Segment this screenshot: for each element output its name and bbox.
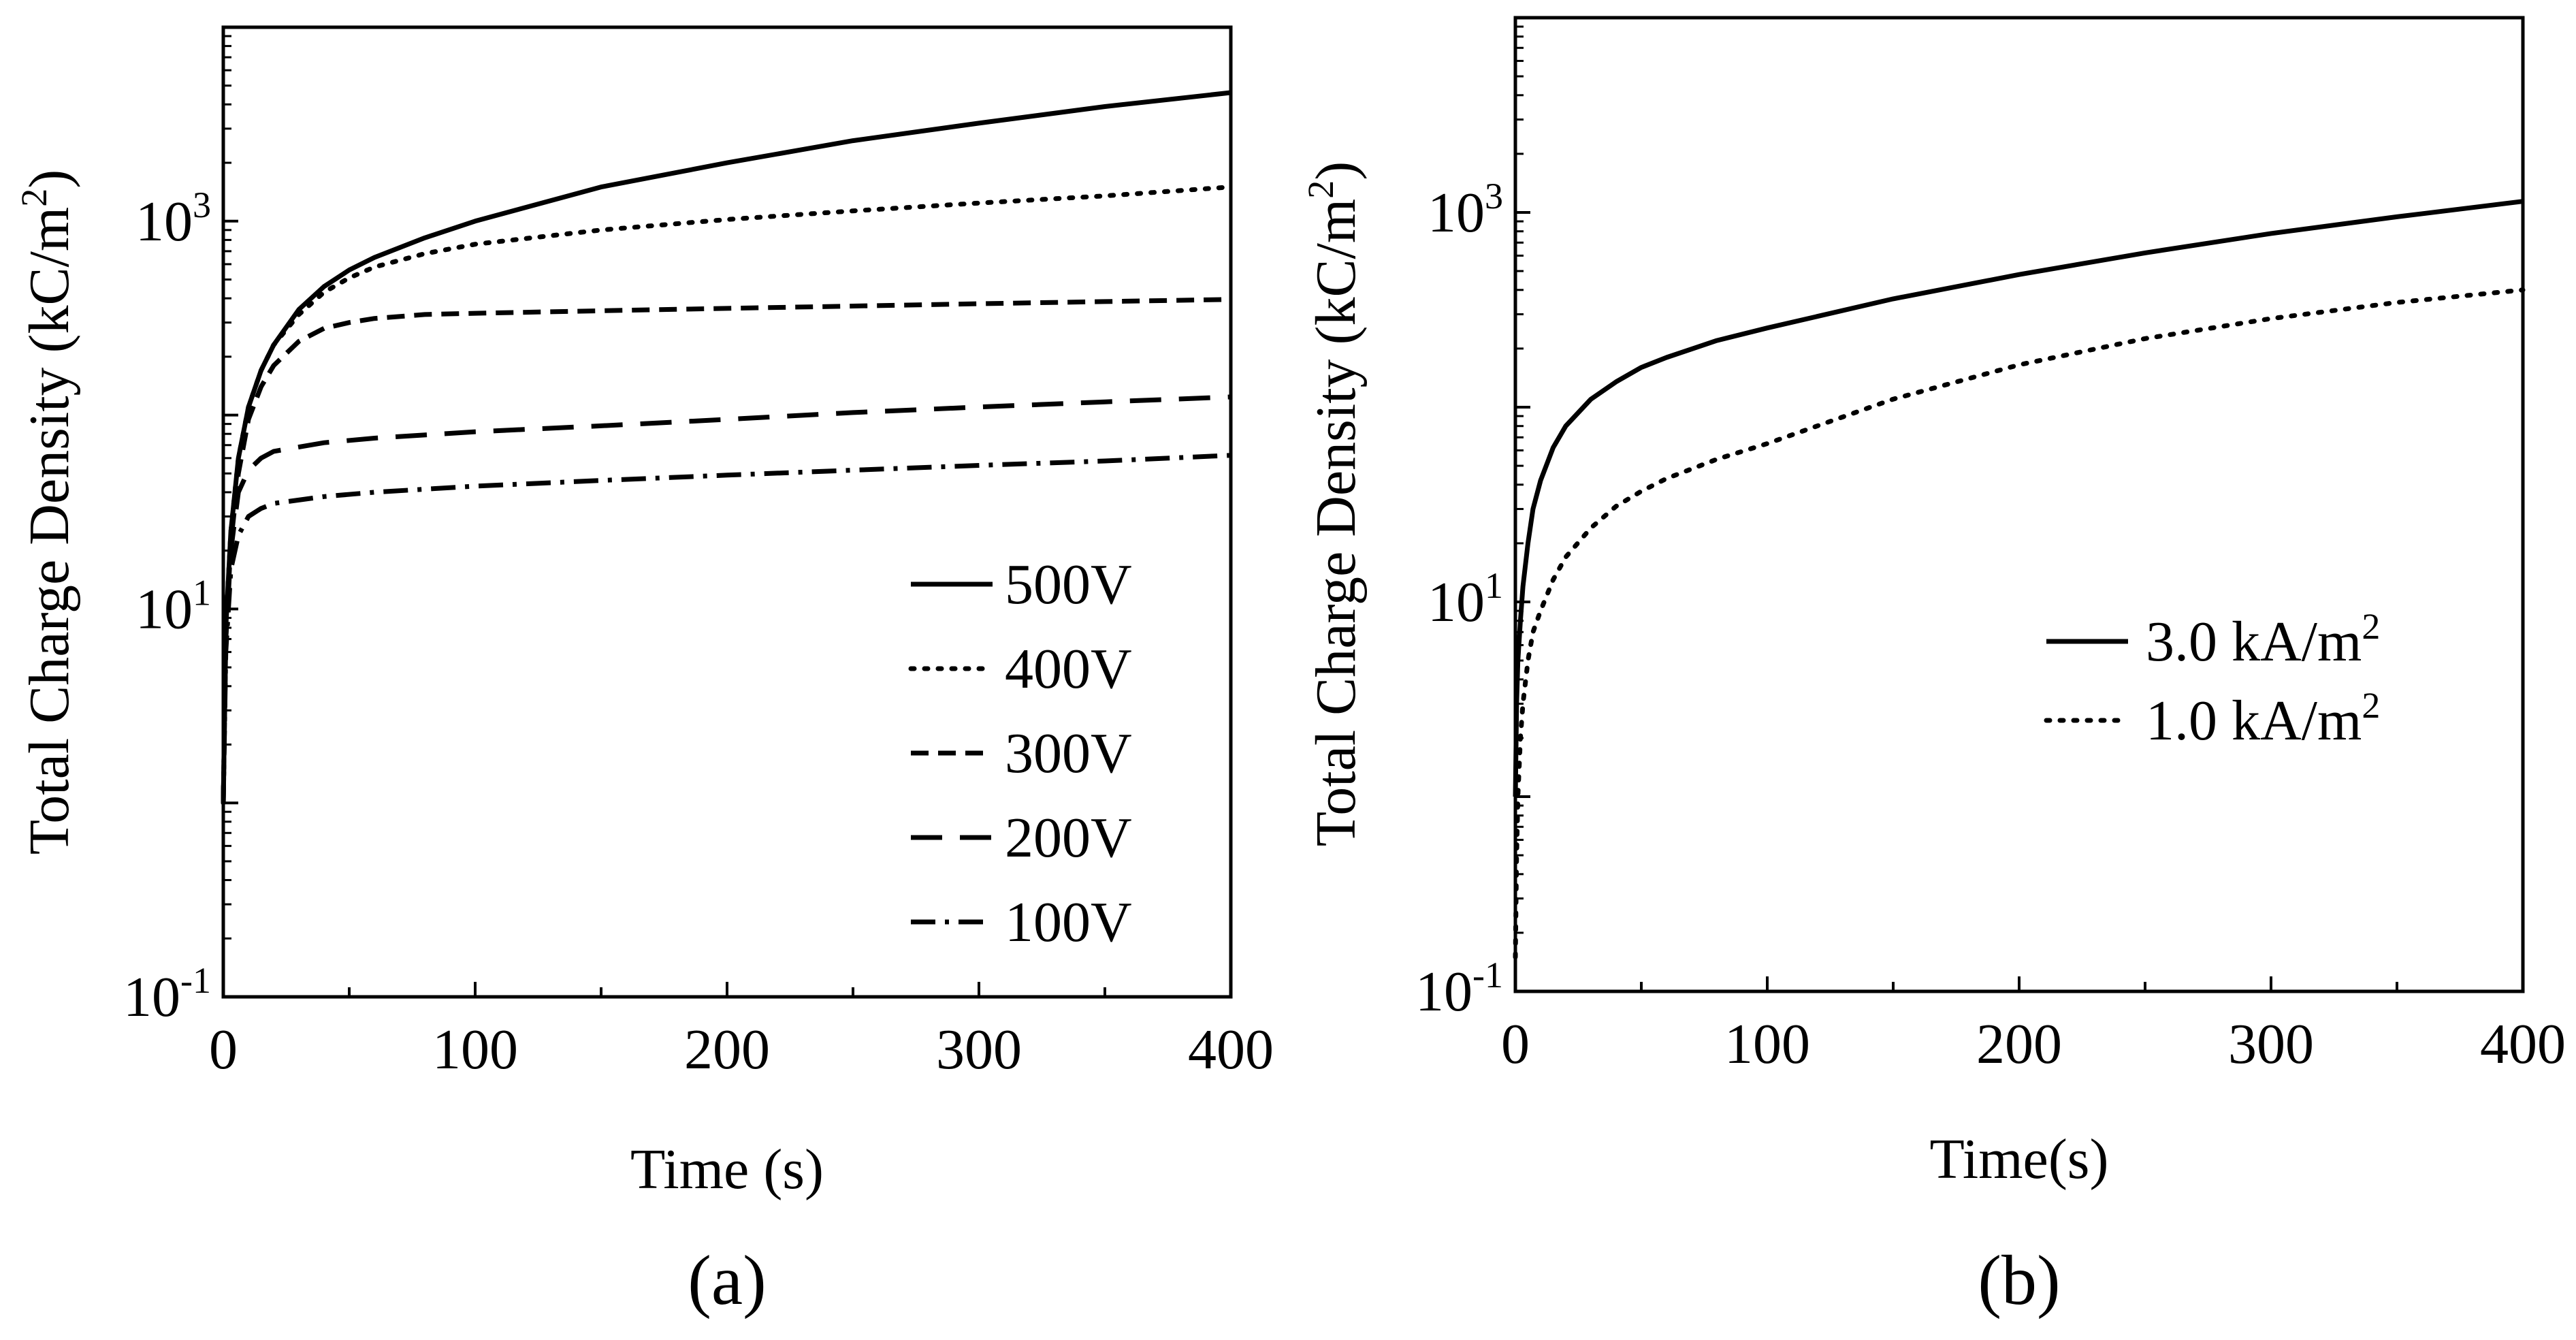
panel-label-b: (b) [1978,1241,2060,1320]
x-tick-label: 400 [1188,1018,1274,1081]
x-axis-label-b: Time(s) [1930,1128,2109,1191]
series-line-400V [221,185,1234,805]
x-tick-label: 200 [684,1018,770,1081]
x-axis-label-a: Time (s) [630,1138,824,1201]
legend-label: 500V [1005,553,1132,616]
series-line-200V [221,394,1231,803]
series-line-3.0-kA-m- [1513,199,2524,797]
series-line-1.0-kA-m- [1513,287,2526,960]
chart-panel-b: 0 100 200 300 400 10-1 101 103 3.0 kA/m2 1.0 kA/… [1300,16,2566,1320]
x-tick-label: 0 [1501,1012,1530,1076]
chart-panel-a: 0 100 200 300 400 10-1 101 103 500V 400V 300V 200V… [14,25,1274,1320]
y-tick-label: 101 [1428,565,1503,634]
legend-label: 1.0 kA/m2 [2146,685,2380,752]
legend-label: 300V [1005,722,1132,785]
series-line-100V [221,453,1231,803]
y-tick-label: 103 [135,185,211,253]
plot-frame-b [1513,16,2525,993]
y-tick-label: 101 [135,572,211,641]
y-axis-label-b: Total Charge Density (kC/m2) [1300,161,1368,846]
series-line-300V [221,297,1231,803]
x-tick-label: 0 [209,1018,238,1081]
y-tick-label: 10-1 [123,960,211,1029]
x-tick-label: 200 [1976,1012,2062,1076]
legend-label: 400V [1005,637,1132,701]
x-tick-label: 100 [432,1018,518,1081]
y-axis-label-a: Total Charge Density (kC/m2) [14,170,81,855]
legend-label: 3.0 kA/m2 [2146,606,2380,673]
y-tick-label: 10-1 [1415,955,1503,1023]
legend-label: 200V [1005,806,1132,870]
x-tick-label: 100 [1724,1012,1810,1076]
x-tick-label: 400 [2480,1012,2566,1076]
legend-label: 100V [1005,891,1132,954]
y-tick-label: 103 [1428,176,1503,244]
panel-label-a: (a) [688,1241,766,1320]
x-tick-label: 300 [2228,1012,2314,1076]
x-tick-label: 300 [936,1018,1022,1081]
